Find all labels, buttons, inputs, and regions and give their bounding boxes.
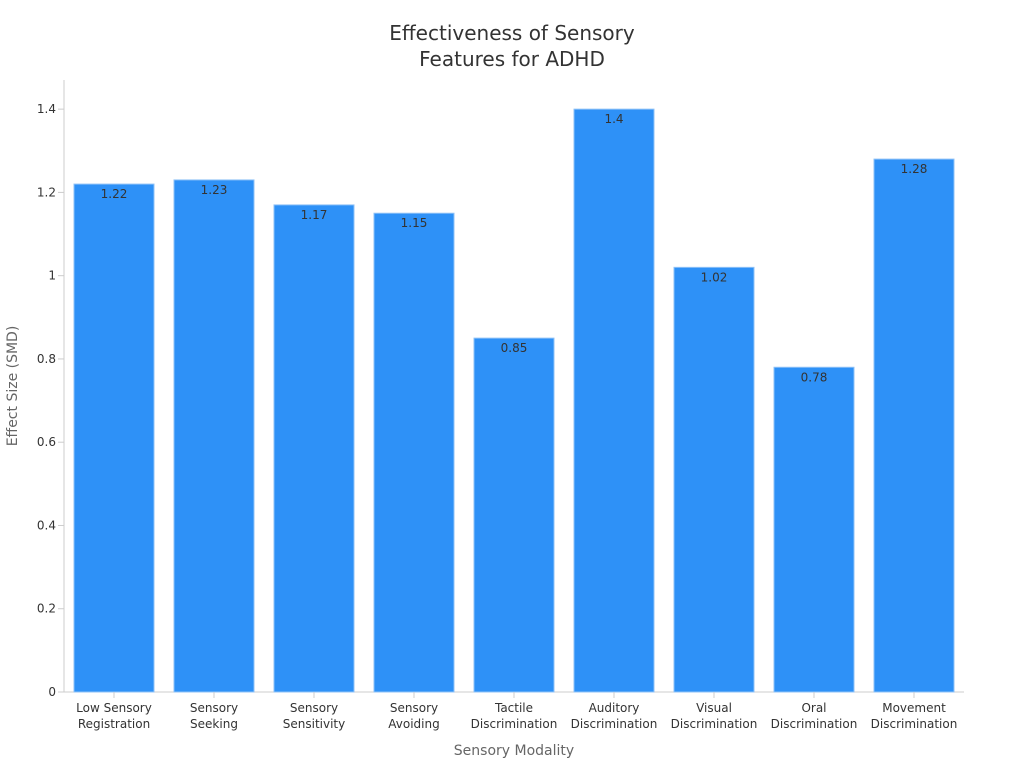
x-tick-label: Sensory (390, 701, 438, 715)
chart-title-line-1: Effectiveness of Sensory (389, 21, 635, 45)
bar-value-label: 1.28 (901, 162, 928, 176)
x-tick-label: Sensory (190, 701, 238, 715)
bar-value-label: 1.17 (301, 208, 328, 222)
y-tick-label: 0.8 (37, 352, 56, 366)
bar-value-label: 1.23 (201, 183, 228, 197)
bar (473, 337, 555, 693)
x-tick-label: Avoiding (388, 717, 439, 731)
y-axis-ticks: 0 0.2 0.4 0.6 0.8 1 1.2 1.4 (37, 102, 64, 699)
x-tick-label: Discrimination (471, 717, 558, 731)
x-tick-label: Movement (882, 701, 946, 715)
bar-value-label: 1.02 (701, 270, 728, 284)
chart-title-line-2: Features for ADHD (419, 47, 605, 71)
bar (373, 212, 455, 693)
y-tick-label: 0.6 (37, 435, 56, 449)
bar-value-label: 1.4 (604, 112, 623, 126)
y-tick-label: 0.4 (37, 518, 56, 532)
x-tick-label: Oral (801, 701, 826, 715)
bar-value-label: 0.78 (801, 370, 828, 384)
x-tick-label: Low Sensory (76, 701, 152, 715)
x-tick-label: Tactile (494, 701, 533, 715)
x-tick-label: Discrimination (671, 717, 758, 731)
x-tick-label: Auditory (589, 701, 640, 715)
x-tick-label: Discrimination (771, 717, 858, 731)
bar (173, 179, 255, 693)
x-tick-label: Discrimination (571, 717, 658, 731)
x-tick-label: Registration (78, 717, 150, 731)
bar (73, 183, 155, 693)
x-tick-label: Seeking (190, 717, 238, 731)
y-tick-label: 1.2 (37, 185, 56, 199)
x-axis-title: Sensory Modality (454, 743, 574, 759)
bar (273, 204, 355, 693)
bar (873, 158, 955, 693)
bar (673, 266, 755, 693)
y-tick-label: 0 (48, 685, 56, 699)
bar-value-label: 1.15 (401, 216, 428, 230)
x-axis-ticks: Low Sensory Registration Sensory Seeking Sen… (76, 692, 957, 731)
x-tick-label: Sensitivity (283, 717, 345, 731)
x-tick-label: Sensory (290, 701, 338, 715)
bar (773, 366, 855, 693)
y-axis-title: Effect Size (SMD) (5, 326, 21, 447)
y-tick-label: 1 (48, 269, 56, 283)
bar-value-label: 1.22 (101, 187, 128, 201)
bar-value-label: 0.85 (501, 341, 528, 355)
bars-group: 1.22 1.23 1.17 1.15 0.85 1.4 1.02 0.78 1.28 (73, 108, 955, 693)
y-tick-label: 0.2 (37, 602, 56, 616)
x-tick-label: Discrimination (871, 717, 958, 731)
y-tick-label: 1.4 (37, 102, 56, 116)
bar (573, 108, 655, 693)
x-tick-label: Visual (696, 701, 732, 715)
